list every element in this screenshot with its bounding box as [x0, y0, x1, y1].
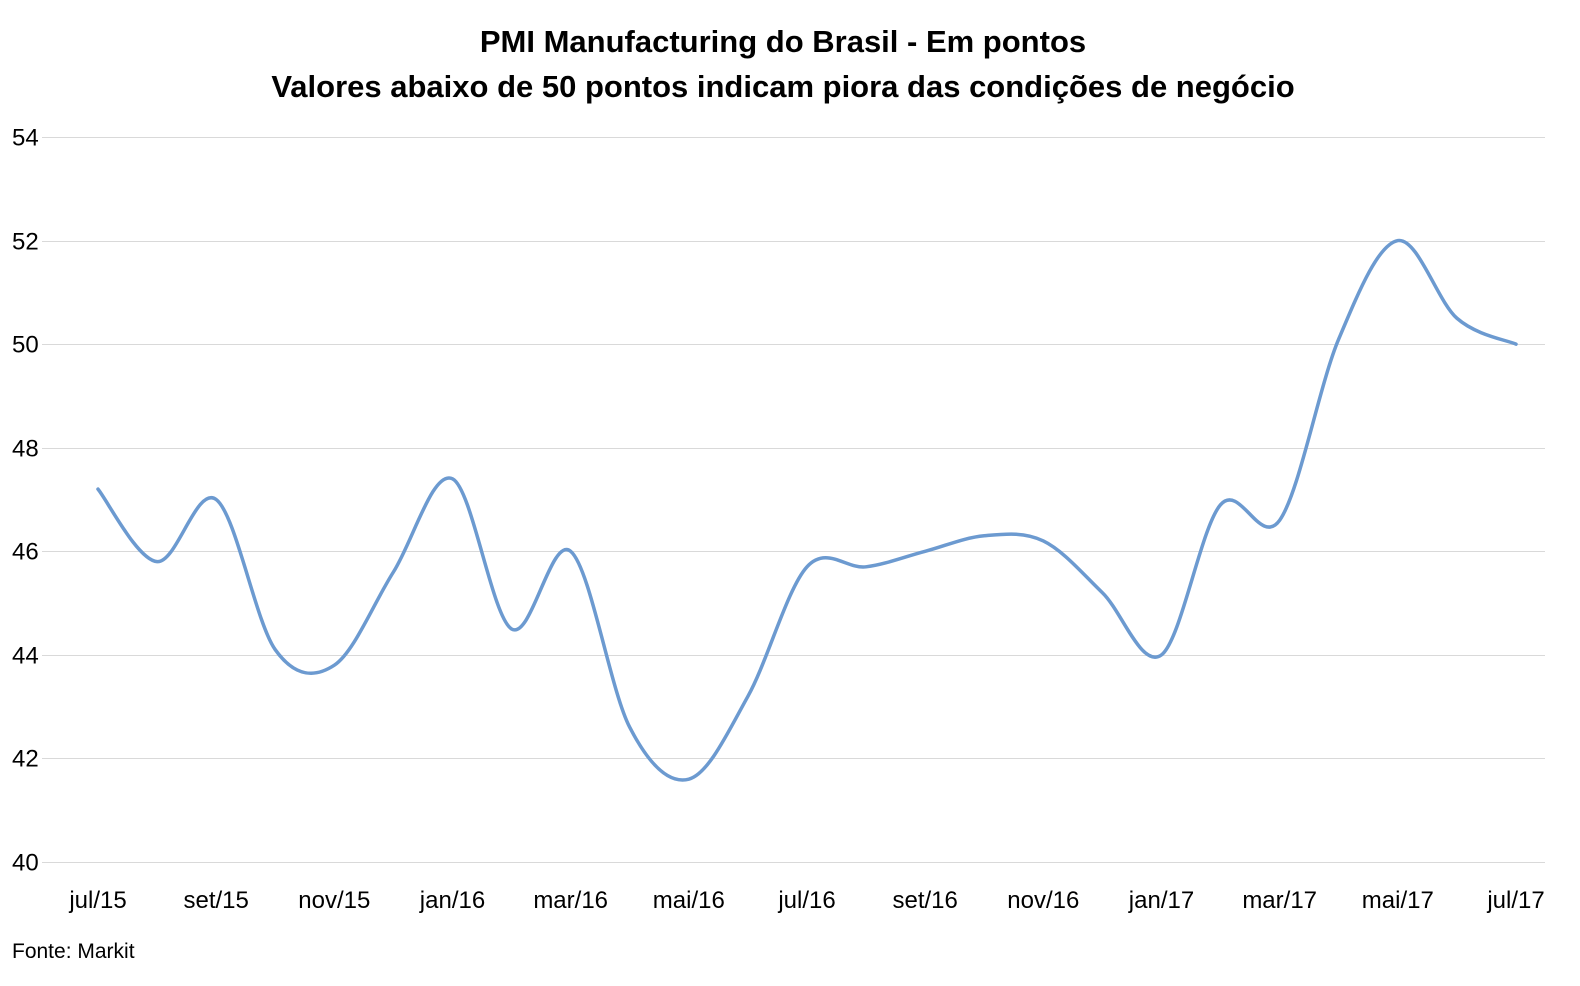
y-axis-tick-labels: 40 42 44 46 48 50 52 54 [12, 125, 39, 877]
data-point-abr-17 [1337, 337, 1341, 341]
x-tick-label: nov/16 [1007, 887, 1079, 914]
data-point-fev-17 [1219, 503, 1223, 507]
data-point-nov-16 [1041, 539, 1045, 543]
data-point-mar-16 [569, 549, 573, 553]
data-point-dez-15 [391, 570, 395, 574]
chart-title: PMI Manufacturing do Brasil - Em pontos [480, 24, 1086, 59]
data-point-out-16 [982, 534, 986, 538]
data-point-ago-16 [864, 565, 868, 569]
x-tick-label: set/16 [892, 887, 957, 914]
y-tick-label: 46 [12, 539, 39, 566]
x-tick-label: jul/15 [68, 887, 126, 914]
y-tick-label: 50 [12, 332, 39, 359]
data-point-set-15 [214, 498, 218, 502]
x-tick-label: jan/16 [419, 887, 485, 914]
series-line [96, 238, 1518, 782]
data-point-jul-16 [805, 565, 809, 569]
data-point-dez-16 [1100, 591, 1104, 595]
data-point-set-16 [923, 549, 927, 553]
y-tick-label: 48 [12, 436, 39, 463]
source-note: Fonte: Markit [12, 940, 135, 963]
data-point-fev-16 [510, 627, 514, 631]
x-tick-label: nov/15 [298, 887, 370, 914]
x-tick-label: mar/17 [1242, 887, 1317, 914]
data-point-mar-17 [1278, 518, 1282, 522]
y-tick-label: 52 [12, 229, 39, 256]
data-point-jul-15 [96, 487, 100, 491]
x-tick-label: mai/16 [653, 887, 725, 914]
data-point-nov-15 [332, 663, 336, 667]
x-tick-label: mar/16 [533, 887, 608, 914]
data-point-mai-17 [1396, 239, 1400, 243]
data-point-out-15 [273, 648, 277, 652]
data-point-ago-15 [155, 560, 159, 564]
data-point-mai-16 [687, 777, 691, 781]
x-tick-label: jul/17 [1486, 887, 1544, 914]
x-tick-label: set/15 [183, 887, 248, 914]
y-tick-label: 40 [12, 850, 39, 877]
series-group [96, 238, 1518, 782]
data-point-jul-17 [1514, 342, 1518, 346]
x-tick-label: jul/16 [777, 887, 835, 914]
data-point-jan-17 [1160, 653, 1164, 657]
y-tick-label: 42 [12, 746, 39, 773]
x-tick-label: mai/17 [1362, 887, 1434, 914]
y-gridlines [42, 137, 1545, 863]
data-point-jun-16 [746, 694, 750, 698]
x-tick-label: jan/17 [1128, 887, 1194, 914]
y-tick-label: 44 [12, 643, 39, 670]
chart-subtitle: Valores abaixo de 50 pontos indicam pior… [271, 69, 1294, 104]
x-axis-tick-labels: jul/15 set/15 nov/15 jan/16 mar/16 mai/16 jul/… [68, 887, 1544, 914]
data-point-abr-16 [628, 725, 632, 729]
data-point-jun-17 [1455, 316, 1459, 320]
y-tick-label: 54 [12, 125, 39, 152]
data-point-jan-16 [451, 477, 455, 481]
